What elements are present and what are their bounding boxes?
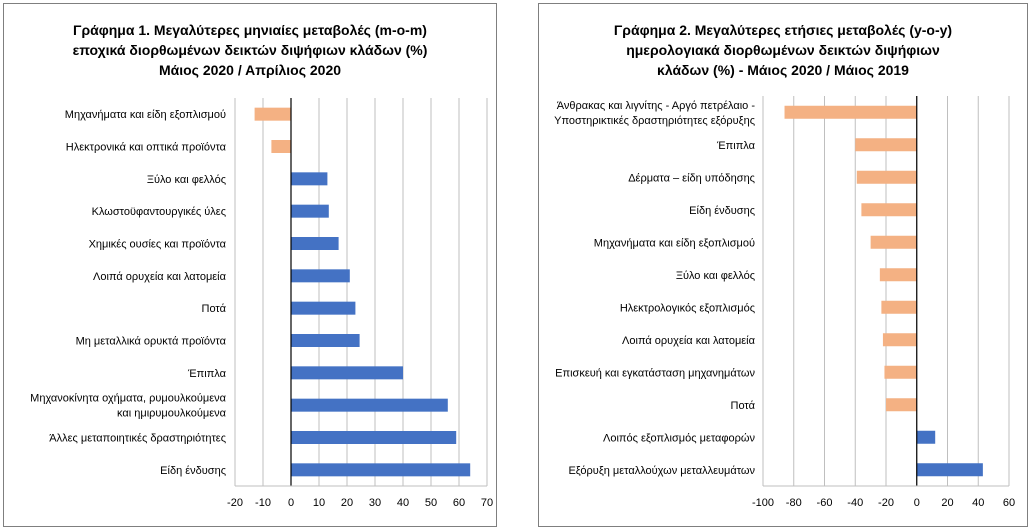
x-tick-label: -20 (878, 497, 894, 509)
category-label: Ηλεκτρολογικός εξοπλισμός (620, 302, 755, 314)
bar-chart-1: -20 -10 0 10 20 30 40 50 60 70 Μηχανήματα και είδη… (30, 98, 493, 509)
category-label: Χημικές ουσίες και προϊόντα (89, 239, 227, 251)
chart-title-1-line-3: Μάιος 2020 / Απρίλιος 2020 (158, 62, 342, 78)
bar (291, 172, 328, 186)
bar (870, 235, 917, 249)
x-tick-label: 10 (313, 497, 325, 509)
bar (784, 105, 917, 119)
bar (291, 204, 329, 218)
x-tick-label: -20 (227, 497, 243, 509)
category-label: και ημιρυμουλκούμενα (117, 408, 227, 420)
bar (886, 398, 917, 412)
bar (291, 334, 360, 347)
x-tick-label: 40 (972, 497, 984, 509)
bar (254, 107, 291, 121)
category-label: Λοιπά ορυχεία και λατομεία (93, 271, 227, 283)
category-label: Εξόρυξη μεταλλούχων μεταλλευμάτων (568, 465, 755, 477)
category-label: Μη μεταλλικά ορυκτά προϊόντα (76, 336, 227, 348)
chart-title-2-line-3: κλάδων (%) - Μάιος 2020 / Μάιος 2019 (657, 62, 909, 78)
category-label: Λοιπός εξοπλισμός μεταφορών (603, 432, 755, 444)
category-label: Υποστηρικτικές δραστηριότητες εξόρυξης (554, 115, 755, 127)
category-label: Ποτά (731, 400, 756, 412)
x-tick-label: -40 (847, 497, 863, 509)
category-label: Μηχανήματα και είδη εξοπλισμού (594, 237, 755, 249)
category-label: Έπιπλα (187, 368, 227, 380)
category-label: Κλωστοϋφαντουργικές ύλες (92, 206, 226, 218)
x-tick-label: 60 (1003, 497, 1015, 509)
bar (856, 170, 917, 184)
bar (881, 300, 917, 314)
chart-title-2-line-2: ημερολογιακά διορθωμένων δεικτών διψήφιω… (626, 42, 940, 58)
bar (271, 140, 291, 153)
category-label: Μηχανήματα και είδη εξοπλισμού (65, 109, 226, 121)
category-label: Δέρματα – είδη υπόδησης (628, 172, 755, 184)
category-label: Έπιπλα (716, 140, 756, 152)
chart-title-1-line-1: Γράφημα 1. Μεγαλύτερες μηνιαίες μεταβολέ… (73, 22, 427, 38)
bar (291, 398, 448, 412)
x-tick-label: 40 (397, 497, 409, 509)
x-tick-label: -80 (786, 497, 802, 509)
x-tick-label: 70 (481, 497, 493, 509)
bar (291, 366, 403, 380)
chart-title-1-line-2: εποχικά διορθωμένων δεικτών διψήφιων κλά… (72, 42, 428, 58)
bar (861, 203, 917, 217)
bar (916, 430, 936, 444)
bar (291, 301, 356, 315)
category-label: Είδη ένδυσης (160, 465, 226, 477)
category-label: Ηλεκτρονικά και οπτικά προϊόντα (66, 142, 227, 154)
bar (291, 431, 457, 444)
chart-panel-1: Γράφημα 1. Μεγαλύτερες μηνιαίες μεταβολέ… (3, 3, 497, 527)
category-label: Άνθρακας και λιγνίτης - Αργό πετρέλαιο - (557, 100, 756, 112)
x-tick-label: 20 (341, 497, 353, 509)
chart-title-1: Γράφημα 1. Μεγαλύτερες μηνιαίες μεταβολέ… (4, 20, 496, 80)
x-tick-label: 50 (425, 497, 437, 509)
chart-title-2: Γράφημα 2. Μεγαλύτερες ετήσιες μεταβολές… (539, 20, 1027, 80)
x-tick-label: -60 (817, 497, 833, 509)
bar (291, 237, 339, 250)
x-tick-label: 60 (453, 497, 465, 509)
category-label: Ξύλο και φελλός (147, 174, 226, 186)
category-label: Ξύλο και φελλός (676, 270, 755, 282)
x-tick-label: 30 (369, 497, 381, 509)
bar-chart-2: -100 -80 -60 -40 -20 0 20 40 60 Άνθρακας και λιγν… (554, 96, 1015, 509)
bar (916, 463, 983, 477)
x-tick-label: 0 (288, 497, 294, 509)
category-label: Άλλες μεταποιητικές δραστηριότητες (49, 433, 226, 445)
x-tick-label: 20 (941, 497, 953, 509)
bar (291, 269, 350, 283)
x-tick-label: -100 (752, 497, 774, 509)
bar (291, 463, 471, 477)
x-tick-label: -10 (255, 497, 271, 509)
chart-title-2-line-1: Γράφημα 2. Μεγαλύτερες ετήσιες μεταβολές… (613, 22, 953, 38)
category-label: Επισκευή και εγκατάσταση μηχανημάτων (555, 367, 755, 379)
bar (879, 268, 917, 282)
category-label: Ποτά (202, 303, 227, 315)
category-label: Μηχανοκίνητα οχήματα, ρυμουλκούμενα (30, 393, 226, 405)
x-tick-label: 0 (914, 497, 920, 509)
bar (884, 365, 917, 379)
bar (855, 138, 917, 152)
category-label: Λοιπά ορυχεία και λατομεία (622, 335, 756, 347)
chart-panel-2: Γράφημα 2. Μεγαλύτερες ετήσιες μεταβολές… (538, 3, 1028, 527)
category-label: Είδη ένδυσης (689, 205, 755, 217)
bar (882, 333, 917, 347)
